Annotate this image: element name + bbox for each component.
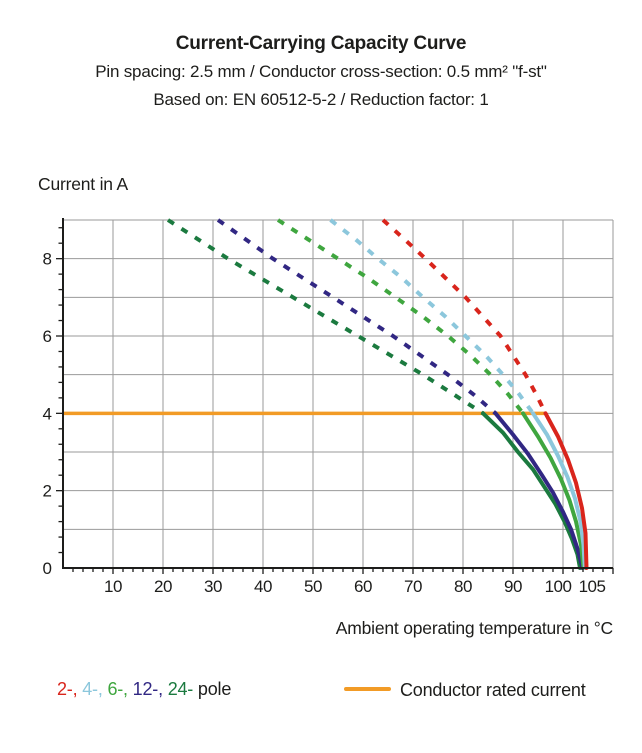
legend-pole-12: 12-,	[132, 679, 168, 699]
title-block: Current-Carrying Capacity Curve Pin spac…	[0, 30, 642, 114]
curve-6-pole-solid	[521, 411, 586, 570]
x-axis-title: Ambient operating temperature in °C	[335, 618, 613, 638]
curve-12-pole-solid	[493, 411, 585, 570]
legend-pole-suffix: pole	[197, 679, 232, 699]
x-tick-label: 60	[354, 577, 372, 596]
x-tick-label: 40	[254, 577, 272, 596]
curve-4-pole	[329, 218, 587, 570]
chart-subtitle-1: Pin spacing: 2.5 mm / Conductor cross-se…	[95, 62, 547, 81]
legend-pole-4: 4-,	[82, 679, 108, 699]
rated-current-line-swatch	[344, 687, 391, 692]
legend: 2-, 4-, 6-, 12-, 24- pole Conductor rate…	[0, 676, 642, 706]
chart-title: Current-Carrying Capacity Curve	[175, 33, 467, 54]
curve-4-pole-solid	[531, 411, 587, 570]
legend-pole-2: 2-,	[57, 679, 83, 699]
curve-6-pole	[276, 218, 586, 570]
curve-6-pole-dashed	[276, 218, 525, 415]
x-tick-label: 50	[304, 577, 322, 596]
curve-4-pole-dashed	[329, 218, 535, 415]
legend-pole-6: 6-,	[107, 679, 133, 699]
x-tick-label: 20	[154, 577, 172, 596]
x-tick-label: 100	[545, 577, 572, 596]
rated-current-label: Conductor rated current	[400, 679, 586, 700]
x-tick-label: 70	[404, 577, 422, 596]
y-tick-label: 6	[43, 327, 52, 346]
legend-pole-24: 24-	[167, 679, 198, 699]
tick-marks	[56, 227, 614, 574]
curve-12-pole	[216, 218, 585, 570]
curve-2-pole-solid	[543, 411, 589, 570]
axes	[62, 218, 613, 569]
x-tick-label: 80	[454, 577, 472, 596]
x-tick-label: 30	[204, 577, 222, 596]
y-axis-title: Current in A	[38, 174, 129, 194]
legend-poles: 2-, 4-, 6-, 12-, 24- pole	[57, 679, 231, 700]
legend-rated-current: Conductor rated current	[344, 679, 586, 701]
curve-2-pole	[381, 218, 589, 570]
gridlines	[63, 219, 614, 568]
curve-2-pole-dashed	[381, 218, 548, 415]
x-tick-label: 10	[104, 577, 122, 596]
y-tick-label: 4	[43, 404, 52, 423]
chart-subtitle-2: Based on: EN 60512-5-2 / Reduction facto…	[153, 90, 489, 109]
x-tick-label: 90	[504, 577, 522, 596]
y-tick-label: 8	[43, 250, 52, 269]
y-tick-label: 2	[43, 482, 52, 501]
y-tick-label: 0	[43, 559, 52, 578]
curve-24-pole-dashed	[166, 218, 485, 415]
curve-12-pole-dashed	[216, 218, 497, 415]
x-tick-label: 105	[579, 577, 606, 596]
